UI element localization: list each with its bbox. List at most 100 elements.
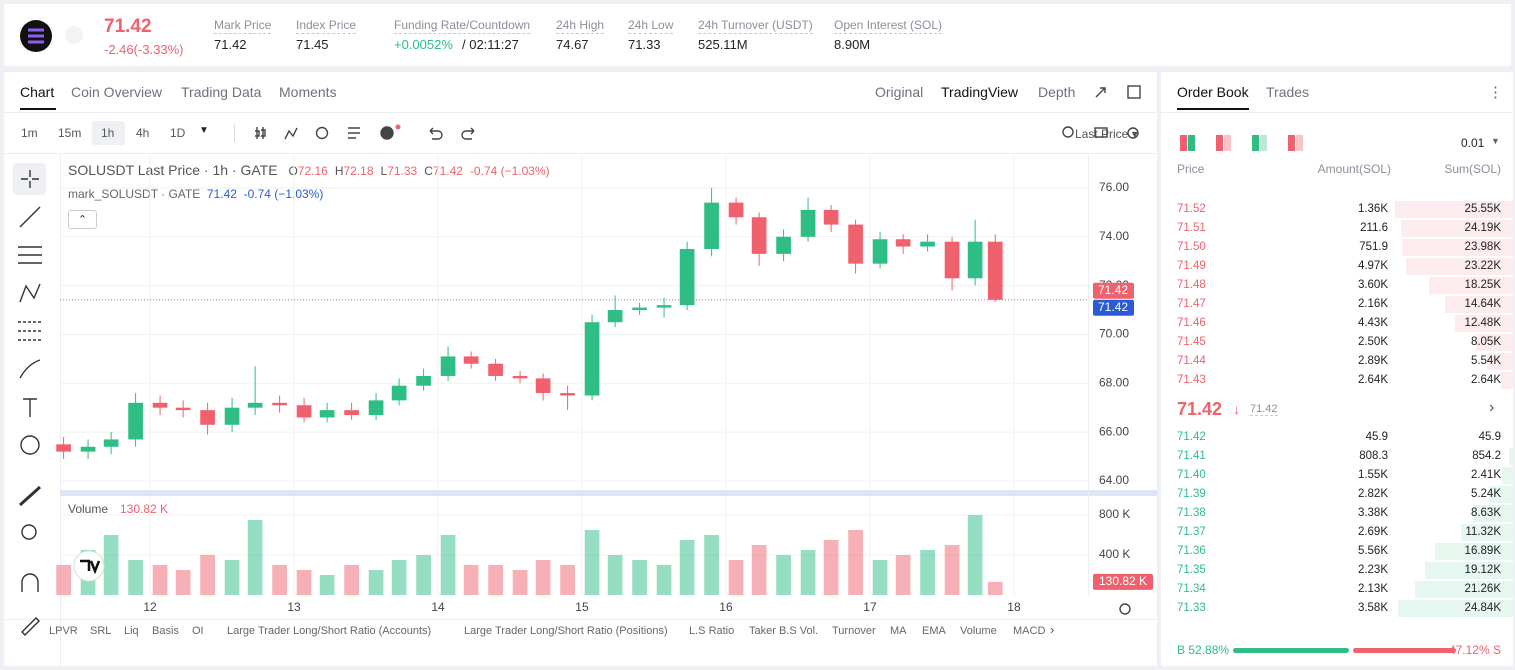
- stat-label: 24h Turnover (USDT): [698, 18, 813, 34]
- indicator[interactable]: Large Trader Long/Short Ratio (Positions…: [464, 625, 668, 637]
- divider: [60, 153, 61, 666]
- ob-sum: 2.41K: [1470, 469, 1501, 481]
- chart-tab[interactable]: Trading Data: [181, 84, 262, 100]
- ob-price: 71.36: [1177, 545, 1206, 557]
- interval[interactable]: 15m: [58, 126, 82, 140]
- ob-price: 71.35: [1177, 564, 1206, 576]
- layout-icon[interactable]: [1288, 135, 1295, 151]
- indicator[interactable]: OI: [192, 625, 204, 637]
- stat-label: Mark Price: [214, 18, 272, 34]
- ob-price: 71.51: [1177, 222, 1206, 234]
- layout-icon[interactable]: [1252, 135, 1259, 151]
- ohlc-item: L71.33: [381, 164, 418, 178]
- ob-amount: 2.82K: [1357, 488, 1388, 500]
- interval[interactable]: 1m: [21, 126, 38, 140]
- indicator[interactable]: Taker B.S Vol.: [749, 625, 819, 637]
- ohlc-value: 72.18: [343, 164, 374, 178]
- interval[interactable]: 4h: [136, 126, 150, 140]
- depth-bar: [1500, 372, 1513, 389]
- ob-sum: 25.55K: [1464, 203, 1501, 215]
- indicator[interactable]: MACD: [1013, 625, 1046, 637]
- precision[interactable]: 0.01: [1461, 136, 1485, 150]
- depth-bar: [1460, 524, 1513, 541]
- ob-sum: 5.54K: [1470, 355, 1501, 367]
- layout-icon[interactable]: [1180, 135, 1187, 151]
- interval[interactable]: 1D: [170, 126, 186, 140]
- view-tab[interactable]: Original: [875, 84, 924, 100]
- ob-sum: 14.64K: [1464, 298, 1501, 310]
- chart-tab[interactable]: Moments: [279, 84, 337, 100]
- stat-value: 71.45: [296, 37, 329, 52]
- layout-icon[interactable]: [1216, 135, 1223, 151]
- indicator[interactable]: LPVR: [49, 625, 78, 637]
- ob-amount: 4.43K: [1357, 317, 1388, 329]
- ob-sum: 19.12K: [1464, 564, 1501, 576]
- col-header: Price: [1177, 162, 1205, 176]
- stat-label: Funding Rate/Countdown: [394, 18, 531, 34]
- legend-title: SOLUSDT Last Price · 1h · GATE: [68, 162, 278, 178]
- ohlc-key: L: [380, 164, 388, 178]
- ob-price: 71.38: [1177, 507, 1206, 519]
- depth-bar: [1395, 201, 1513, 218]
- chart-tab[interactable]: Coin Overview: [71, 84, 163, 100]
- depth-bar: [1424, 562, 1513, 579]
- indicator[interactable]: Basis: [152, 625, 179, 637]
- indicator[interactable]: MA: [890, 625, 907, 637]
- indicator[interactable]: Volume: [960, 625, 997, 637]
- mid-more[interactable]: ›: [1489, 399, 1495, 416]
- indicator[interactable]: SRL: [90, 625, 112, 637]
- indicator[interactable]: EMA: [922, 625, 946, 637]
- layout-icon[interactable]: [1260, 135, 1267, 151]
- ob-price: 71.43: [1177, 374, 1206, 386]
- separator: [234, 124, 235, 142]
- ob-price: 71.48: [1177, 279, 1206, 291]
- ohlc-value: 71.42: [432, 164, 463, 178]
- mark-legend: mark_SOLUSDT · GATE 71.42 -0.74 (−1.03%): [68, 187, 323, 201]
- layout-icon[interactable]: [1188, 135, 1195, 151]
- ob-price: 71.46: [1177, 317, 1206, 329]
- layout-icon[interactable]: [1224, 135, 1231, 151]
- ohlc-item: H72.18: [335, 164, 374, 178]
- indicator[interactable]: L.S Ratio: [689, 625, 735, 637]
- ob-price: 71.49: [1177, 260, 1206, 272]
- ob-tab[interactable]: Trades: [1266, 84, 1310, 100]
- stat-value: +0.0052%: [394, 37, 453, 52]
- depth-bar: [1501, 467, 1513, 484]
- price-source[interactable]: Last Price ▾: [1075, 127, 1138, 141]
- indicator[interactable]: Turnover: [832, 625, 876, 637]
- depth-bar: [1428, 277, 1513, 294]
- buy-bar: [1233, 648, 1349, 653]
- indicator[interactable]: Large Trader Long/Short Ratio (Accounts): [227, 625, 432, 637]
- ob-price: 71.33: [1177, 602, 1206, 614]
- price: 71.42: [104, 16, 152, 37]
- ob-amount: 1.55K: [1357, 469, 1388, 481]
- ob-price: 71.50: [1177, 241, 1206, 253]
- stat-label: 24h Low: [628, 18, 674, 34]
- view-tab[interactable]: Depth: [1038, 84, 1076, 100]
- ohlc-value: 72.16: [297, 164, 328, 178]
- mid-price: 71.42: [1177, 399, 1223, 419]
- ob-sum: 21.26K: [1464, 583, 1501, 595]
- ob-sum: 8.63K: [1470, 507, 1501, 519]
- stat-label: Index Price: [296, 18, 357, 34]
- ob-tab[interactable]: Order Book: [1177, 84, 1249, 100]
- price-source-label: Last Price: [1075, 127, 1129, 141]
- interval[interactable]: 1h: [101, 126, 115, 140]
- collapse-button[interactable]: ⌃: [68, 210, 97, 229]
- indicator[interactable]: Liq: [124, 625, 139, 637]
- ob-sum: 11.32K: [1465, 526, 1501, 538]
- view-tab[interactable]: TradingView: [941, 84, 1019, 100]
- mark-legend-value: 71.42: [206, 187, 237, 201]
- interval-more: ▼: [199, 125, 209, 136]
- layout-icon[interactable]: [1296, 135, 1303, 151]
- ob-sum: 12.48K: [1464, 317, 1501, 329]
- chart-tab[interactable]: Chart: [20, 84, 55, 100]
- divider: [4, 619, 1157, 620]
- ob-amount: 2.13K: [1357, 583, 1388, 595]
- stat-value: 71.42: [214, 37, 247, 52]
- ohlc-item: O72.16: [288, 164, 327, 178]
- divider: [1161, 112, 1513, 113]
- depth-bar: [1414, 581, 1513, 598]
- depth-bar: [1398, 600, 1513, 617]
